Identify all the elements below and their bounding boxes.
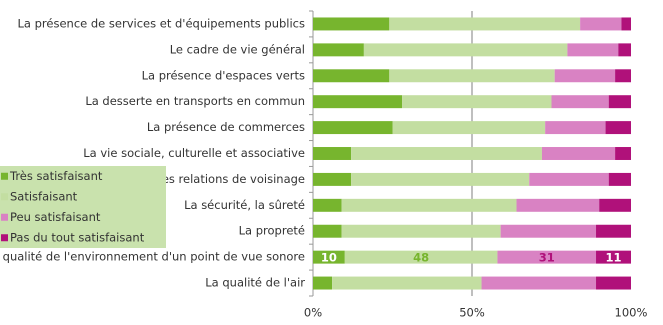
bar-segment [313, 69, 390, 83]
category-label: La sécurité, la sûreté [184, 198, 305, 212]
legend-box [0, 166, 166, 248]
bar-segment [313, 250, 345, 264]
bar-segment [332, 276, 482, 290]
bar-segment [313, 224, 342, 238]
bar-segment [313, 172, 352, 186]
bar-segment [341, 224, 501, 238]
bar-segment [313, 198, 342, 212]
category-label: La qualité de l'air [205, 276, 305, 290]
bar-segment [313, 147, 352, 160]
bar-segment [529, 172, 609, 186]
category-label: La propreté [239, 224, 305, 238]
bar-segment [344, 250, 498, 264]
bar-segment [351, 172, 530, 186]
category-label: La présence de services et d'équipements… [18, 16, 306, 30]
bar-segment [392, 121, 546, 135]
category-label: La qualité de l'environnement d'un point… [0, 250, 305, 264]
bar-segment [363, 43, 568, 57]
bar-segment [596, 250, 631, 264]
bar-segment [545, 121, 606, 135]
legend-label: Satisfaisant [10, 189, 78, 203]
bar-segment [516, 198, 600, 212]
bar-segment [567, 43, 619, 57]
bar-segment [615, 69, 631, 83]
category-label: La présence de commerces [147, 120, 305, 134]
bar-segment [605, 121, 631, 135]
value-label: 11 [606, 251, 622, 265]
category-label: La présence d'espaces verts [142, 68, 305, 82]
bar-segment [618, 43, 631, 57]
bar-segment [389, 17, 581, 31]
x-tick-label: 50% [459, 306, 485, 320]
legend-swatch [1, 172, 8, 180]
bar-segment [596, 276, 631, 290]
bar-segment [402, 95, 552, 109]
bar-segment [313, 43, 364, 57]
value-label: 48 [413, 251, 429, 265]
category-label: La vie sociale, culturelle et associativ… [83, 146, 305, 160]
bar-segment [615, 147, 631, 160]
bar-segment [481, 276, 597, 290]
bar-segment [313, 17, 390, 31]
bar-segment [621, 17, 631, 31]
bar-segment [313, 276, 333, 290]
legend-swatch [1, 234, 8, 242]
value-label: 10 [321, 251, 337, 265]
bar-segment [389, 69, 555, 83]
bar-segment [608, 172, 631, 186]
bar-segment [313, 95, 403, 109]
category-label: La desserte en transports en commun [85, 94, 305, 108]
category-label: Le cadre de vie général [170, 42, 305, 56]
bar-segment [608, 95, 631, 109]
bar-segment [580, 17, 622, 31]
legend-swatch [1, 193, 8, 201]
category-label: Les relations de voisinage [156, 172, 305, 186]
bar-segment [554, 69, 616, 83]
bar-segment [313, 121, 393, 135]
bar-segment [341, 198, 517, 212]
bar-segment [599, 198, 631, 212]
bar-segment [551, 95, 609, 109]
bar-segment [497, 250, 597, 264]
x-tick-label: 0% [304, 306, 322, 320]
bar-segment [541, 147, 616, 160]
bar-segment [500, 224, 597, 238]
bar-segment [596, 224, 631, 238]
legend-label: Pas du tout satisfaisant [10, 230, 145, 244]
legend-label: Peu satisfaisant [10, 210, 101, 224]
x-tick-label: 100% [615, 306, 648, 320]
legend-label: Très satisfaisant [9, 169, 103, 183]
legend-swatch [1, 213, 8, 221]
bar-segment [351, 147, 542, 160]
value-label: 31 [539, 251, 555, 265]
